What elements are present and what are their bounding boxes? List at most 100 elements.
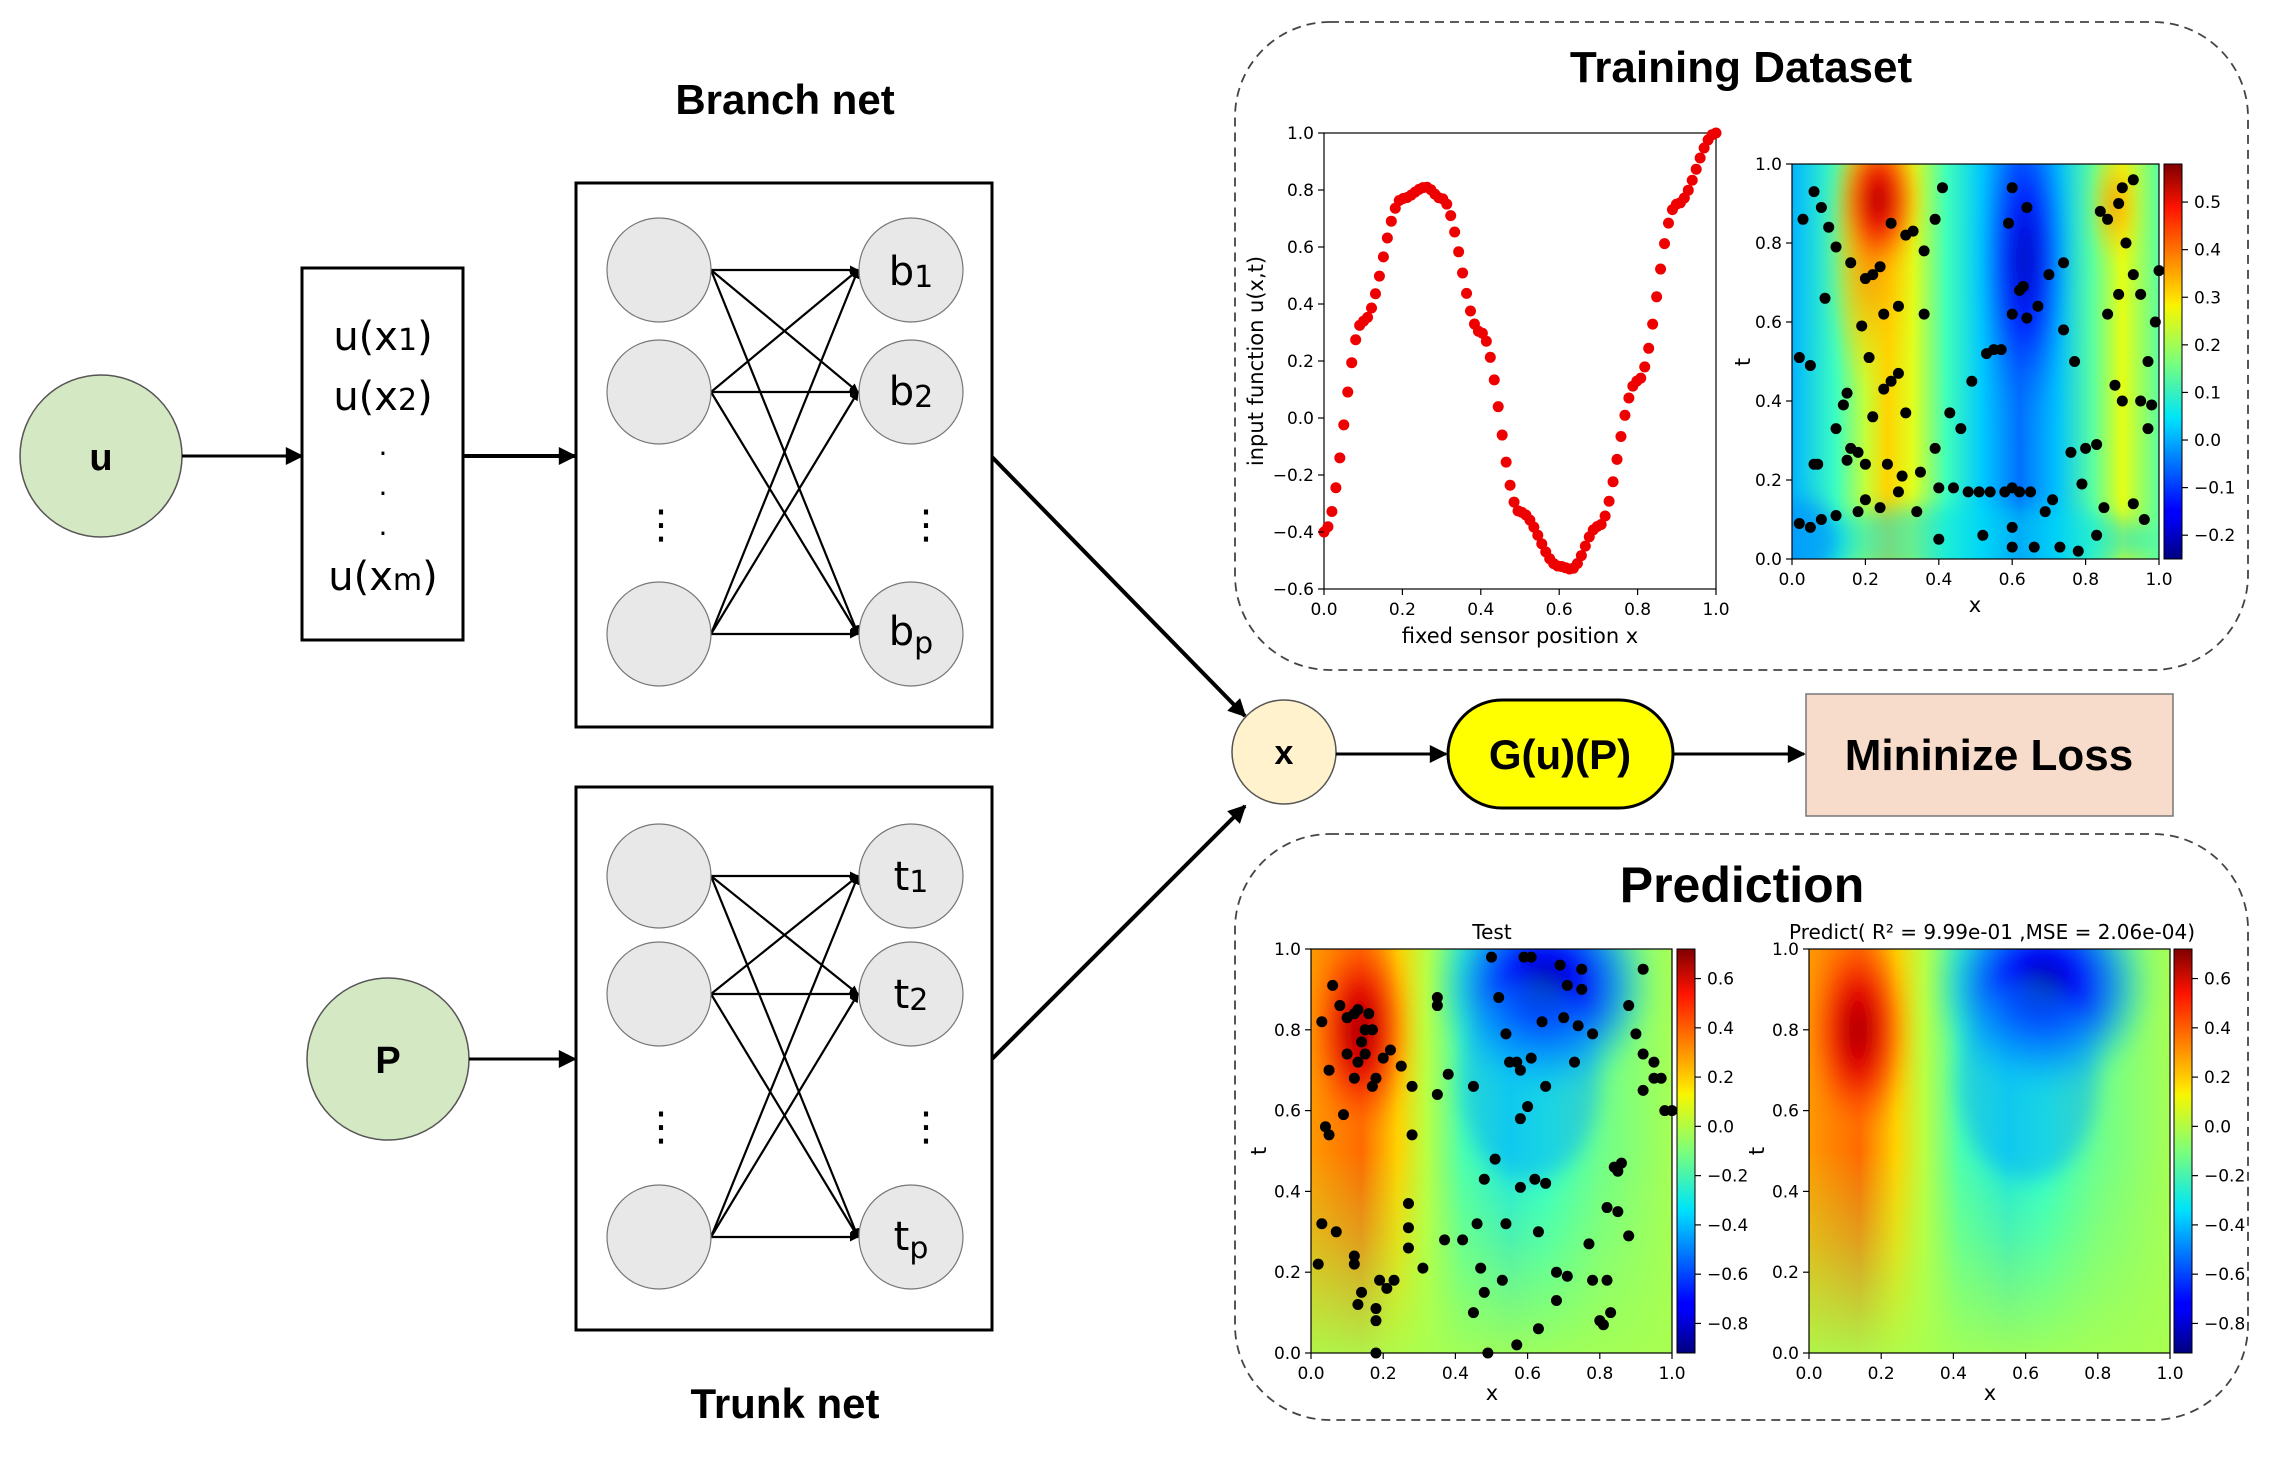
sample-point xyxy=(1630,1028,1642,1040)
sample-point xyxy=(1384,1044,1396,1056)
sample-point xyxy=(1637,1048,1649,1060)
x-tick-label: 0.2 xyxy=(1868,1364,1895,1384)
sample-point xyxy=(1370,1347,1382,1359)
y-tick-label: 0.6 xyxy=(1287,238,1314,258)
sample-point xyxy=(1359,1048,1371,1060)
prediction-panel xyxy=(1234,833,2249,1421)
curve-point xyxy=(1326,505,1338,517)
sample-point xyxy=(1655,1072,1667,1084)
sample-point xyxy=(2043,269,2055,281)
curve-point xyxy=(1330,482,1342,494)
x-tick-label: 0.2 xyxy=(1852,570,1879,590)
colorbar-tick-label: 0.3 xyxy=(2194,288,2221,308)
sensor-u-xm: u(xm) xyxy=(328,554,437,600)
curve-point xyxy=(1484,351,1496,363)
sample-point xyxy=(1918,308,1930,320)
branch-input-neuron xyxy=(606,581,712,687)
sample-point xyxy=(2135,288,2147,300)
curve-point xyxy=(1449,226,1461,238)
curve-point xyxy=(1615,430,1627,442)
sample-point xyxy=(2091,529,2103,541)
y-tick-label: 0.6 xyxy=(1772,1102,1799,1122)
sample-point xyxy=(1312,1258,1324,1270)
curve-point xyxy=(1532,529,1544,541)
sample-point xyxy=(1532,1323,1544,1335)
branch-right-vdots: ⋮ xyxy=(906,502,946,548)
curve-point xyxy=(1575,550,1587,562)
sample-point xyxy=(2006,182,2018,194)
y-tick-label: 0.4 xyxy=(1274,1182,1301,1202)
loss-box xyxy=(1805,693,2174,817)
sample-point xyxy=(1352,1299,1364,1311)
training-heatmap-ylabel: t xyxy=(1731,358,1755,366)
y-tick-label: −0.4 xyxy=(1273,523,1314,543)
u-input-label: u xyxy=(89,437,112,479)
sample-point xyxy=(1977,529,1989,541)
sample-point xyxy=(1352,1056,1364,1068)
colorbar-tick-label: 0.2 xyxy=(1707,1068,1734,1088)
sample-point xyxy=(1536,1016,1548,1028)
x-tick-label: 0.6 xyxy=(2012,1364,2039,1384)
sample-point xyxy=(1417,1262,1429,1274)
sample-point xyxy=(2006,308,2018,320)
sample-point xyxy=(1808,186,1820,198)
sample-point xyxy=(1623,1230,1635,1242)
sample-point xyxy=(1863,352,1875,364)
sample-point xyxy=(1402,1242,1414,1254)
test-heatmap-ylabel: t xyxy=(1247,1147,1271,1155)
sample-point xyxy=(1348,1258,1360,1270)
sample-point xyxy=(1395,1060,1407,1072)
sample-point xyxy=(2021,312,2033,324)
colorbar-tick-label: −0.8 xyxy=(1707,1314,1748,1334)
sample-point xyxy=(1370,1315,1382,1327)
loss-label: Mininize Loss xyxy=(1845,731,2133,780)
sample-point xyxy=(1587,1028,1599,1040)
predict-heatmap-field xyxy=(1809,949,2170,1353)
branch-left-vdots: ⋮ xyxy=(641,502,681,548)
sample-point xyxy=(1493,991,1505,1003)
sample-point xyxy=(1874,261,1886,273)
training-dataset-title: Training Dataset xyxy=(1570,43,1913,92)
x-tick-label: 0.4 xyxy=(1467,600,1494,620)
sample-point xyxy=(1583,1238,1595,1250)
y-tick-label: 0.6 xyxy=(1274,1102,1301,1122)
curve-point xyxy=(1322,521,1334,533)
sample-point xyxy=(1830,423,1842,435)
branch-output-b1 xyxy=(858,217,964,323)
arrow-branch-to-mul xyxy=(990,455,1247,718)
sample-point xyxy=(1431,1000,1443,1012)
sample-point xyxy=(1442,1068,1454,1080)
curve-point xyxy=(1480,335,1492,347)
y-tick-label: 0.2 xyxy=(1772,1263,1799,1283)
sample-point xyxy=(1648,1056,1660,1068)
x-tick-label: 0.6 xyxy=(1546,600,1573,620)
sample-point xyxy=(1327,979,1339,991)
sample-point xyxy=(1918,245,1930,257)
sample-point xyxy=(1793,517,1805,529)
g-output-label: G(u)(P) xyxy=(1489,731,1631,778)
input-function-xlabel: fixed sensor position x xyxy=(1402,624,1639,648)
curve-point xyxy=(1528,521,1540,533)
sample-point xyxy=(1823,221,1835,233)
sample-point xyxy=(1605,1307,1617,1319)
sample-point xyxy=(2032,300,2044,312)
y-tick-label: 1.0 xyxy=(1274,940,1301,960)
sample-point xyxy=(2039,506,2051,518)
curve-point xyxy=(1465,305,1477,317)
sample-point xyxy=(1486,951,1497,963)
sample-point xyxy=(1348,1250,1360,1262)
curve-point xyxy=(1377,251,1389,263)
training-dataset-panel xyxy=(1234,21,2249,671)
sample-point xyxy=(1572,1020,1584,1032)
sample-point xyxy=(1457,1234,1469,1246)
sample-point xyxy=(1511,1339,1523,1351)
b1-label: b1 xyxy=(889,249,933,295)
curve-point xyxy=(1635,372,1647,384)
sample-point xyxy=(2072,545,2084,557)
curve-point xyxy=(1659,238,1671,250)
sample-point xyxy=(1522,1101,1534,1113)
y-tick-label: 1.0 xyxy=(1287,124,1314,144)
sample-point xyxy=(2080,442,2092,454)
sample-point xyxy=(1576,963,1588,975)
trunk-output-tp xyxy=(858,1184,964,1290)
